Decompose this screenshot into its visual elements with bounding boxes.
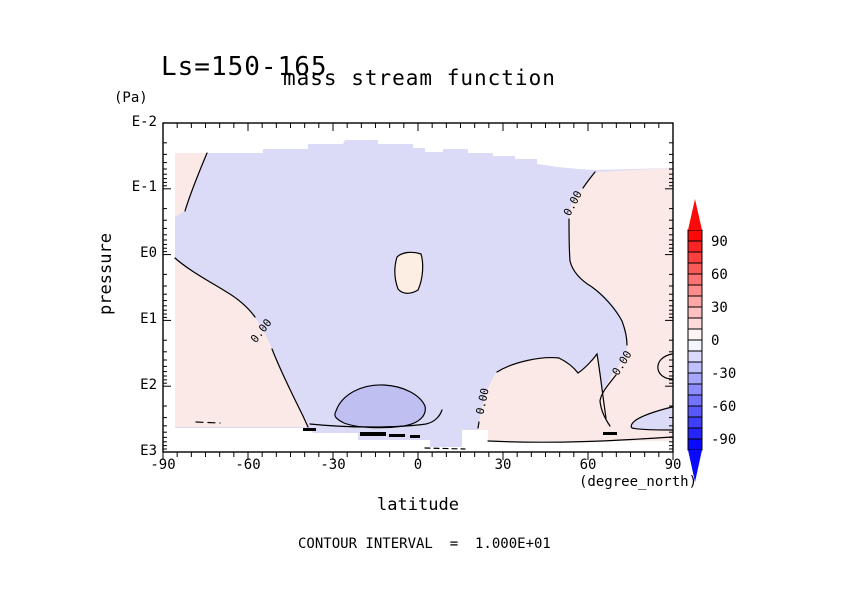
surface-contour-mark <box>603 432 617 435</box>
y-tick-label: E-2 <box>131 114 157 130</box>
colorbar-segment <box>687 427 703 440</box>
colorbar-segment <box>687 284 703 297</box>
y-tick-label: E0 <box>140 245 157 261</box>
colorbar-arrow-down <box>688 450 702 482</box>
y-tick-label: E3 <box>140 443 157 459</box>
contour-interval-note: CONTOUR INTERVAL = 1.000E+01 <box>298 536 551 552</box>
surface-contour-mark <box>410 435 420 438</box>
surface-contour-mark <box>389 434 405 437</box>
surface-contour-right <box>487 436 673 443</box>
x-tick-label: 90 <box>664 457 682 473</box>
colorbar-segment <box>687 306 703 319</box>
colorbar-tick-label: 90 <box>711 234 728 250</box>
chart-title: mass stream function <box>283 66 556 90</box>
region-positive-bottom-center <box>478 354 609 441</box>
y-tick-label: E2 <box>140 377 157 393</box>
y-tick-label: E-1 <box>131 179 157 195</box>
x-tick-label: -90 <box>150 457 176 473</box>
dashed-contour-center <box>424 447 466 450</box>
zero-contour-right-lower <box>599 374 617 427</box>
x-axis-label: latitude <box>377 495 459 515</box>
colorbar-segment <box>687 416 703 429</box>
zero-contour-bottom-left <box>309 409 443 428</box>
colorbar-segment <box>687 328 703 341</box>
colorbar-tick-label: -60 <box>711 399 736 415</box>
colorbar-tick-label: 60 <box>711 267 728 283</box>
colorbar-segment <box>687 273 703 286</box>
colorbar-segment <box>687 262 703 275</box>
colorbar: 90 60 30 0 -30 -60 -90 <box>687 199 736 482</box>
colorbar-segment <box>687 394 703 407</box>
x-tick-label: 30 <box>494 457 512 473</box>
zero-contour-right-main <box>568 218 628 346</box>
terrain-cutout <box>175 428 672 452</box>
colorbar-tick-label: -30 <box>711 366 736 382</box>
colorbar-segment <box>687 438 703 451</box>
colorbar-tick-label: 30 <box>711 300 728 316</box>
zero-contour-right-edge-notch <box>657 353 673 380</box>
x-tick-label: -30 <box>320 457 346 473</box>
surface-contour-mark <box>360 432 386 436</box>
colorbar-tick-label: -90 <box>711 432 736 448</box>
colorbar-segment <box>687 339 703 352</box>
period-label: Ls=150-165 <box>161 52 328 82</box>
colorbar-segment <box>687 350 703 363</box>
zero-contour-left-upper <box>174 257 256 318</box>
region-positive-southern-flank <box>175 258 308 427</box>
colorbar-segment <box>687 240 703 253</box>
x-tick-label: -60 <box>235 457 261 473</box>
colorbar-segment <box>687 295 703 308</box>
y-tick-label: E1 <box>140 311 157 327</box>
colorbar-segment <box>687 405 703 418</box>
colorbar-segment <box>687 372 703 385</box>
colorbar-segments <box>687 229 703 451</box>
region-positive-center-cell <box>394 251 424 294</box>
dashed-contour-left <box>195 421 221 424</box>
region-negative-cell <box>334 384 426 429</box>
zero-contour-bottomright-blob <box>630 406 673 431</box>
y-axis-label: pressure <box>96 233 116 315</box>
region-negative-bottomright-blob <box>631 407 672 430</box>
colorbar-segment <box>687 383 703 396</box>
contour-plot: 0.000.000.000.00 <box>162 122 674 460</box>
zero-contour-right-top <box>582 171 596 189</box>
colorbar-arrow-up <box>688 199 702 230</box>
zero-contour-bottom-blob-left <box>477 421 480 429</box>
zero-contour-bottom-blob-top <box>496 352 607 419</box>
x-axis-units: (degree_north) <box>579 474 698 490</box>
colorbar-tick-label: 0 <box>711 333 719 349</box>
colorbar-segment <box>687 229 703 242</box>
colorbar-tick-labels: 90 60 30 0 -30 -60 -90 <box>711 234 736 448</box>
colorbar-segment <box>687 317 703 330</box>
x-tick-label: 60 <box>579 457 597 473</box>
zero-contour-topleft <box>184 152 208 212</box>
y-axis-units: (Pa) <box>114 90 148 106</box>
region-positive-northern-side <box>569 168 672 441</box>
region-positive-topleft-wedge <box>175 153 207 217</box>
zero-contour-label: 0.00 <box>473 387 491 416</box>
surface-contour-mark <box>303 428 316 431</box>
plot-frame <box>162 122 674 453</box>
x-tick-label: 0 <box>413 457 423 473</box>
colorbar-segment <box>687 361 703 374</box>
colorbar-segment <box>687 251 703 264</box>
zero-contour-left-lower <box>271 348 309 428</box>
